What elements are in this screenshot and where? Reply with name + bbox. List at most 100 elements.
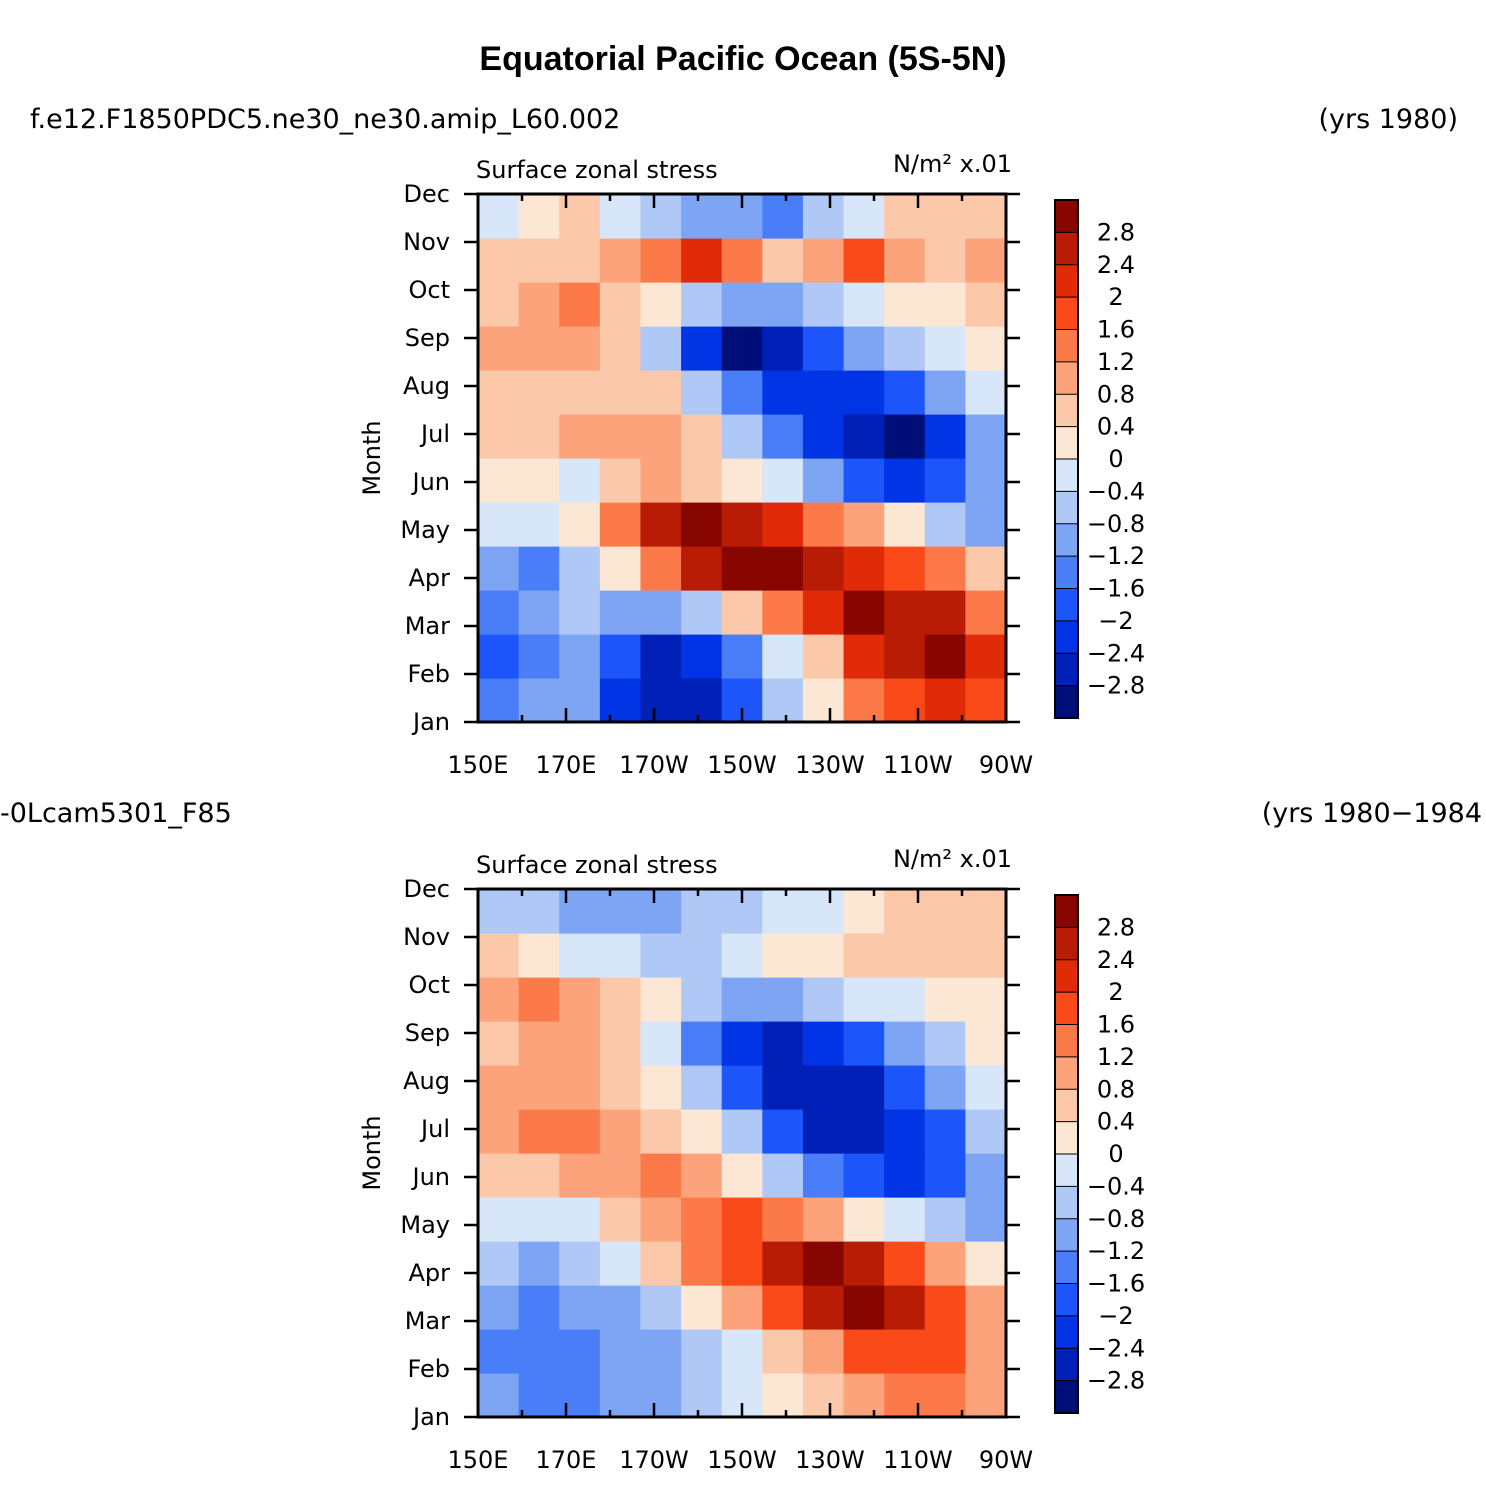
heat-cell [965,370,1007,415]
heat-cell [478,1285,520,1330]
colorbar-swatch [1054,490,1079,525]
heat-cell [640,238,682,283]
heat-cell [843,1109,885,1154]
heat-cell [762,1065,804,1110]
heat-cell [965,546,1007,591]
colorbar-swatch [1054,1250,1079,1285]
y-tick-label: Jan [411,1403,450,1431]
heat-cell [762,889,804,934]
heat-cell [518,1153,560,1198]
heat-cell [843,370,885,415]
heat-cell [843,1285,885,1330]
heat-cell [478,1329,520,1374]
heat-cell [884,1109,926,1154]
heat-cell [559,546,601,591]
colorbar-label: 2 [1108,978,1123,1006]
heat-cell [802,458,845,503]
colorbar-label: −0.4 [1087,1172,1145,1200]
heat-cell [924,1373,966,1418]
colorbar-swatch [1054,1315,1079,1350]
panel-1-run-label: f.e12.F1850PDC5.ne30_ne30.amip_L60.002 [30,104,620,135]
heat-cell [802,1197,845,1242]
heat-cell [681,370,723,415]
y-tick-label: Mar [405,612,450,640]
colorbar-label: 0.8 [1097,380,1135,408]
heat-cell [478,546,520,591]
heat-cell [965,1021,1007,1066]
heat-cell [802,194,845,239]
heat-cell [721,1153,763,1198]
y-tick-label: Aug [403,1067,450,1095]
heat-cell [721,1197,763,1242]
heat-cell [640,1329,682,1374]
colorbar-label: 0 [1108,445,1123,473]
heat-cell [640,678,682,723]
heat-cell [965,458,1007,503]
heat-cell [599,194,642,239]
heat-cell [681,1285,723,1330]
heat-cell [599,1153,642,1198]
panel-1-plot-title: Surface zonal stress [476,156,718,184]
colorbar-label: 0.4 [1097,413,1135,441]
panel-1: f.e12.F1850PDC5.ne30_ne30.amip_L60.002 (… [30,104,1458,779]
heat-cell [518,590,560,635]
heat-cell [721,634,763,679]
colorbar-label: −1.6 [1087,575,1145,603]
heat-cell [681,977,723,1022]
heat-cell [518,194,560,239]
colorbar-swatch [1054,1380,1079,1414]
x-tick-label: 130W [795,1446,865,1474]
colorbar-label: 1.6 [1097,316,1135,344]
heat-cell [965,1109,1007,1154]
colorbar-label: 0 [1108,1140,1123,1168]
figure-title: Equatorial Pacific Ocean (5S-5N) [479,40,1006,78]
heat-cell [965,933,1007,978]
heat-cell [762,458,804,503]
heat-cell [681,194,723,239]
panel-1-years-label: (yrs 1980) [1318,104,1458,135]
colorbar-label: −0.8 [1087,510,1145,538]
heat-cell [843,933,885,978]
heat-cell [721,414,763,459]
heat-cell [681,326,723,371]
heat-cell [681,1241,723,1286]
heat-cell [843,326,885,371]
heat-cell [843,1065,885,1110]
heat-cell [681,1153,723,1198]
heat-cell [884,933,926,978]
panel-2-colorbar: 2.8 2.4 2 1.6 1.2 0.8 0.4 0 −0.4 −0.8 −1.2 −1.6 −2 −2… [1054,894,1145,1414]
heat-cell [478,1241,520,1286]
y-tick-label: Mar [405,1307,450,1335]
heat-cell [640,634,682,679]
heat-cell [559,1065,601,1110]
heat-cell [924,590,966,635]
colorbar-label: −2 [1098,607,1133,635]
colorbar-label: −1.6 [1087,1270,1145,1298]
heat-cell [843,977,885,1022]
panel-2-run-label: -0Lcam5301_F85 [0,798,232,829]
y-tick-label: Apr [408,564,450,592]
colorbar-swatch [1054,393,1079,428]
heat-cell [924,889,966,934]
heat-cell [802,1065,845,1110]
heat-cell [802,889,845,934]
colorbar-label: −2 [1098,1302,1133,1330]
heat-cell [843,1197,885,1242]
heat-cell [721,933,763,978]
heat-cell [518,238,560,283]
heat-cell [762,1373,804,1418]
heat-cell [640,1285,682,1330]
heat-cell [762,194,804,239]
y-tick-label: Jun [411,1163,451,1191]
heat-cell [599,933,642,978]
colorbar-swatch [1054,1088,1079,1123]
x-tick-label: 150E [448,751,509,779]
heat-cell [924,1065,966,1110]
heat-cell [599,546,642,591]
heat-cell [843,546,885,591]
heat-cell [802,977,845,1022]
heat-cell [640,1109,682,1154]
heat-cell [762,590,804,635]
heat-cell [721,977,763,1022]
